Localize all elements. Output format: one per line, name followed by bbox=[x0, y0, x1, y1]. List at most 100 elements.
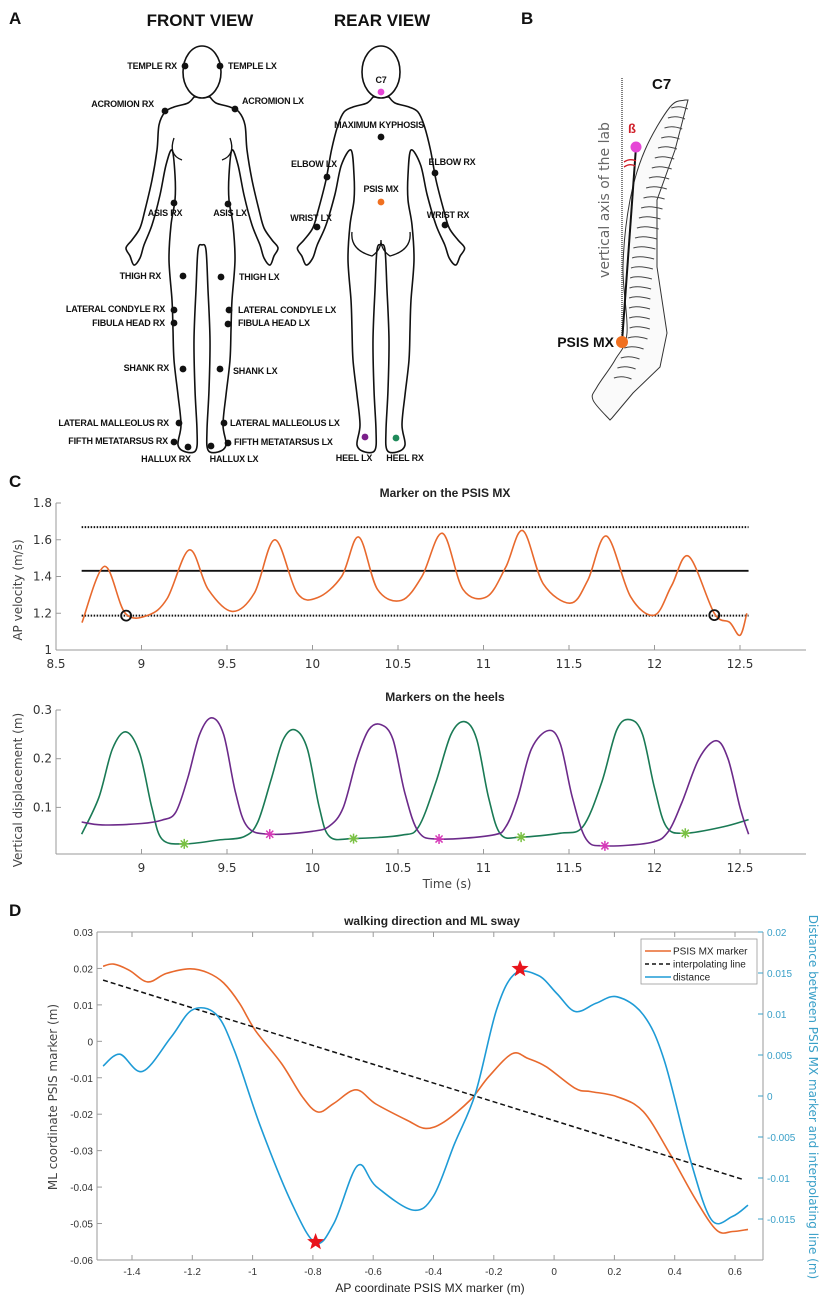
panel-label-a: A bbox=[9, 9, 21, 28]
marker-label-fifth-metatarsus-rx: FIFTH METATARSUS RX bbox=[68, 436, 168, 446]
y2-axis-label: Distance between PSIS MX marker and inte… bbox=[806, 915, 820, 1279]
front-body-head bbox=[182, 45, 222, 99]
vertebra bbox=[643, 196, 665, 200]
x-tick-label: 10.5 bbox=[385, 861, 412, 875]
marker-dot-shank-rx bbox=[179, 365, 187, 373]
chart-psis-velocity: Marker on the PSIS MX AP velocity (m/s) … bbox=[11, 486, 806, 671]
marker-label-asis-lx: ASIS LX bbox=[213, 208, 247, 218]
spine-illustration bbox=[591, 99, 689, 421]
vertebra bbox=[664, 126, 683, 130]
marker-label-acromion-rx: ACROMION RX bbox=[91, 99, 154, 109]
vertebra bbox=[628, 296, 651, 300]
y-tick-label: 1.8 bbox=[33, 496, 52, 510]
x-tick-label: 0 bbox=[551, 1267, 557, 1278]
marker-dot-elbow-lx bbox=[323, 173, 331, 181]
rear-body-outline bbox=[296, 96, 466, 454]
marker-dot-lateral-condyle-lx bbox=[225, 306, 233, 314]
x-tick-label: -0.2 bbox=[485, 1267, 503, 1278]
vertebra bbox=[629, 286, 652, 290]
marker-label-fifth-metatarsus-lx: FIFTH METATARSUS LX bbox=[234, 437, 333, 447]
chart-heel-displacement: Markers on the heels Vertical displaceme… bbox=[11, 690, 806, 891]
y-tick-label: 1.2 bbox=[33, 606, 52, 620]
marker-dot-lateral-condyle-rx bbox=[170, 306, 178, 314]
vertebra bbox=[613, 376, 632, 380]
spine-c7-label: C7 bbox=[652, 76, 671, 93]
vertebra bbox=[629, 276, 653, 280]
marker-dot-lateral-malleolus-rx bbox=[175, 419, 183, 427]
x-tick-label: -1.4 bbox=[123, 1267, 141, 1278]
x-tick-label: 8.5 bbox=[46, 657, 65, 671]
chart-title: Markers on the heels bbox=[385, 690, 505, 704]
spine-psis-label: PSIS MX bbox=[557, 334, 614, 350]
chart-title: walking direction and ML sway bbox=[343, 914, 520, 928]
marker-dot-elbow-rx bbox=[431, 169, 439, 177]
y2-tick-label: 0 bbox=[767, 1092, 773, 1103]
marker-dot-maximum-kyphosis bbox=[377, 133, 385, 141]
legend-label-psis: PSIS MX marker bbox=[673, 947, 748, 958]
vertebra bbox=[620, 356, 640, 360]
x-tick-label: 11.5 bbox=[556, 657, 583, 671]
y-axis-label: AP velocity (m/s) bbox=[11, 539, 25, 640]
vertebra bbox=[633, 246, 656, 250]
vertebra bbox=[627, 336, 648, 340]
x-tick-label: 10.5 bbox=[385, 657, 412, 671]
marker-label-fibula-head-lx: FIBULA HEAD LX bbox=[238, 318, 310, 328]
vertical-axis-label: vertical axis of the lab bbox=[597, 122, 613, 278]
x-tick-label: 9.5 bbox=[217, 657, 236, 671]
asterisk-marker bbox=[434, 834, 445, 845]
y-tick-label: -0.02 bbox=[70, 1110, 93, 1121]
x-tick-label: 10 bbox=[305, 657, 320, 671]
vertebra bbox=[630, 266, 654, 270]
marker-dot-shank-lx bbox=[216, 365, 224, 373]
x-axis-label: Time (s) bbox=[422, 877, 472, 891]
rear-body-buttocks bbox=[351, 231, 411, 257]
x-tick-label: 0.6 bbox=[728, 1267, 742, 1278]
vertebra bbox=[634, 236, 658, 240]
x-tick-label: -0.6 bbox=[365, 1267, 383, 1278]
y-tick-label: 0.01 bbox=[74, 1001, 94, 1012]
series-line-0 bbox=[80, 718, 749, 845]
series-line-distance bbox=[102, 970, 749, 1245]
marker-label-c7: C7 bbox=[375, 75, 386, 85]
marker-dot-lateral-malleolus-lx bbox=[220, 419, 228, 427]
circle-marker bbox=[120, 609, 133, 622]
vertebra bbox=[651, 166, 672, 170]
vertebra bbox=[640, 206, 663, 210]
marker-dot-acromion-rx bbox=[161, 107, 169, 115]
marker-dot-fibula-head-lx bbox=[224, 320, 232, 328]
vertebra bbox=[648, 176, 670, 180]
marker-label-thigh-lx: THIGH LX bbox=[239, 272, 280, 282]
marker-dot-wrist-rx bbox=[441, 221, 449, 229]
asterisk-marker bbox=[599, 840, 610, 851]
x-tick-label: -0.4 bbox=[425, 1267, 443, 1278]
front-body-chest bbox=[171, 137, 233, 161]
c7-marker bbox=[630, 141, 642, 153]
asterisk-marker bbox=[516, 832, 527, 843]
marker-dot-temple-lx bbox=[216, 62, 224, 70]
x-tick-label: 12 bbox=[647, 657, 662, 671]
x-tick-label: 10 bbox=[305, 861, 320, 875]
y-tick-label: -0.04 bbox=[70, 1183, 93, 1194]
vertebra bbox=[636, 226, 659, 230]
panel-label-c: C bbox=[9, 472, 21, 491]
vertebra bbox=[671, 106, 689, 110]
y-tick-label: 0.03 bbox=[74, 928, 94, 939]
asterisk-marker bbox=[680, 828, 691, 839]
marker-dot-c7 bbox=[377, 88, 385, 96]
marker-label-wrist-lx: WRIST LX bbox=[290, 213, 332, 223]
series-line-0 bbox=[81, 529, 748, 637]
x-tick-label: 12.5 bbox=[727, 861, 754, 875]
angle-arc bbox=[623, 159, 637, 168]
marker-dot-acromion-lx bbox=[231, 105, 239, 113]
vertebra bbox=[628, 306, 651, 310]
body-marker-diagram: FRONT VIEW REAR VIEW TEMPLE RX TEMPLE LX A… bbox=[58, 11, 476, 464]
vertebra bbox=[645, 186, 667, 190]
front-view-markers: TEMPLE RX TEMPLE LX ACROMION RX ACROMION LX… bbox=[58, 61, 340, 464]
marker-dot-asis-rx bbox=[170, 199, 178, 207]
angle-beta-label: ß bbox=[628, 121, 636, 136]
rear-body-head bbox=[361, 45, 401, 99]
x-tick-label: 9.5 bbox=[217, 861, 236, 875]
y-tick-label: -0.06 bbox=[70, 1256, 93, 1267]
vertebra bbox=[617, 366, 636, 370]
